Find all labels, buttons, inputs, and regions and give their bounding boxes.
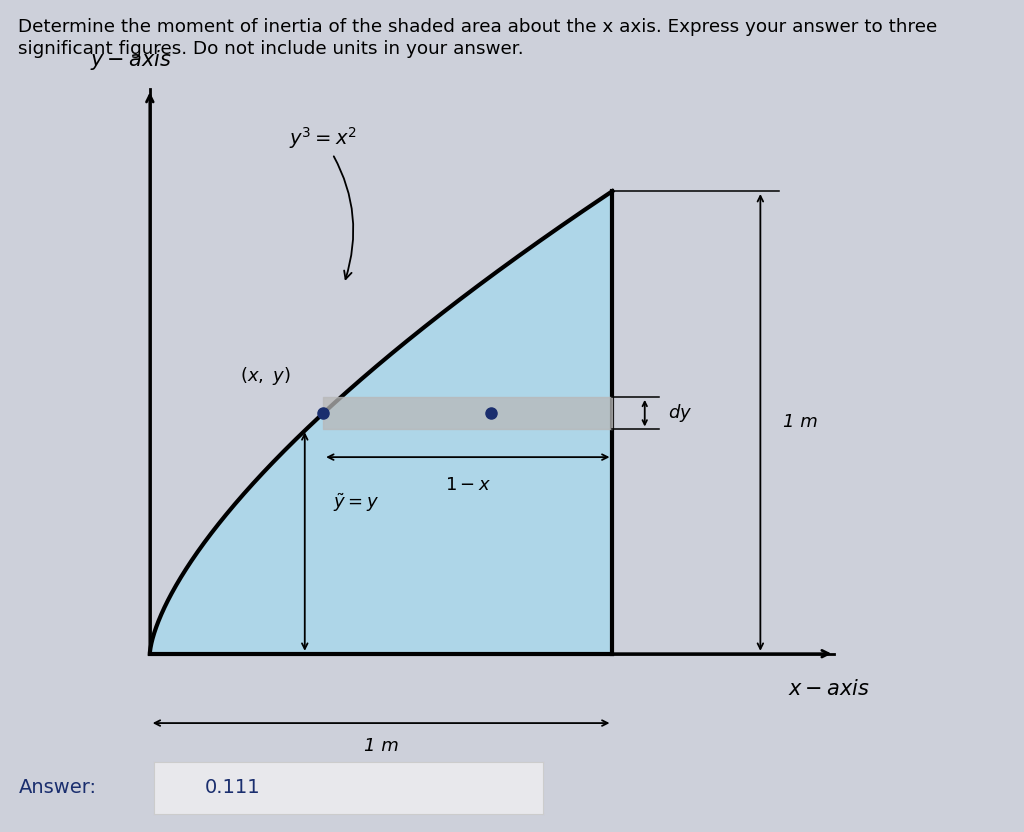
- Text: $\tilde{y} = y$: $\tilde{y} = y$: [333, 492, 379, 514]
- Text: $y^3=x^2$: $y^3=x^2$: [289, 126, 356, 279]
- Polygon shape: [150, 191, 612, 654]
- Text: significant figures. Do not include units in your answer.: significant figures. Do not include unit…: [18, 40, 524, 58]
- Text: $dy$: $dy$: [668, 402, 692, 424]
- Text: $1-x$: $1-x$: [444, 476, 490, 493]
- Text: $(x,\ y)$: $(x,\ y)$: [240, 364, 291, 387]
- Text: Answer:: Answer:: [18, 779, 96, 797]
- Text: $x-axis$: $x-axis$: [788, 679, 870, 700]
- Text: $y-axis$: $y-axis$: [90, 48, 172, 72]
- Text: Determine the moment of inertia of the shaded area about the x axis. Express you: Determine the moment of inertia of the s…: [18, 18, 938, 37]
- Text: 0.111: 0.111: [205, 779, 260, 797]
- Text: 1 m: 1 m: [783, 414, 818, 432]
- Text: 1 m: 1 m: [364, 737, 398, 755]
